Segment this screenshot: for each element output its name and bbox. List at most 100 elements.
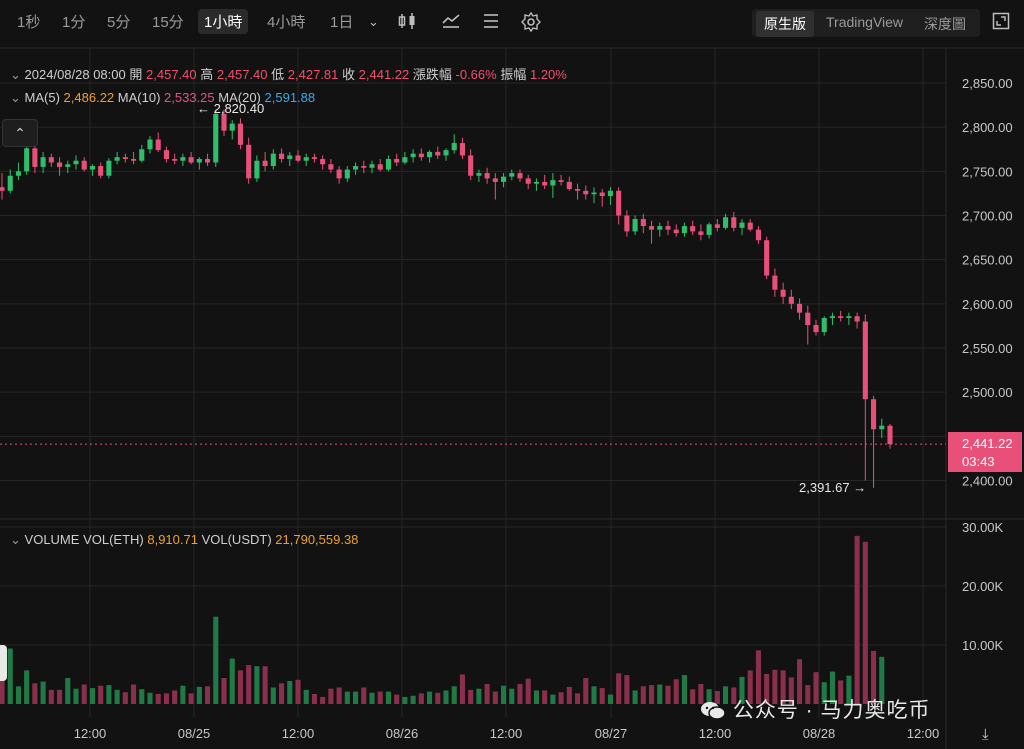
candle-body	[377, 164, 383, 170]
candle-body	[624, 215, 630, 232]
timeframe-1h[interactable]: 1小時	[198, 9, 249, 34]
vol-eth-value: 8,910.71	[147, 532, 198, 547]
volume-bar	[188, 693, 194, 704]
volume-bar	[48, 689, 54, 704]
timeframe-15m[interactable]: 15分	[152, 14, 184, 31]
volume-bar	[501, 685, 507, 704]
volume-bar	[649, 685, 655, 704]
candle-body	[451, 143, 457, 151]
chevron-down-icon[interactable]: ⌄	[368, 14, 379, 29]
collapse-chevron-icon[interactable]: ⌄	[10, 90, 21, 105]
candle-body	[698, 231, 704, 235]
candle-body	[196, 158, 202, 163]
volume-bar	[377, 691, 383, 704]
candle-body	[287, 155, 293, 159]
gear-icon[interactable]	[521, 11, 541, 37]
x-tick-label: 08/27	[595, 726, 628, 741]
candle-body	[829, 316, 835, 318]
volume-bar	[723, 686, 729, 704]
volume-bar	[279, 683, 285, 704]
volume-bar	[566, 686, 572, 704]
price-tick-label: 2,500.00	[962, 385, 1013, 400]
volume-bar	[731, 687, 737, 704]
volume-bar	[879, 656, 885, 704]
volume-bar	[40, 681, 46, 704]
wechat-icon	[700, 700, 726, 722]
volume-bar	[575, 693, 581, 704]
x-tick-label: 08/26	[386, 726, 419, 741]
volume-bar	[739, 676, 745, 704]
timeframe-1s[interactable]: 1秒	[17, 14, 41, 31]
candle-body	[780, 289, 786, 297]
candle-body	[764, 240, 770, 276]
volume-bar	[106, 685, 112, 704]
volume-bar	[163, 693, 169, 704]
ma10-value: 2,533.25	[164, 90, 215, 105]
volume-bar	[114, 689, 120, 704]
candle-body	[862, 321, 868, 400]
volume-bar	[714, 691, 720, 704]
candle-body	[476, 173, 482, 176]
candle-body	[246, 144, 252, 179]
view-depth[interactable]: 深度圖	[924, 16, 966, 32]
drawing-tools-icon[interactable]	[482, 12, 500, 35]
x-tick-label: 12:00	[74, 726, 107, 741]
view-native[interactable]: 原生版	[756, 11, 814, 37]
volume-bar	[747, 670, 753, 704]
volume-bar	[591, 686, 597, 704]
volume-bar	[846, 675, 852, 704]
view-tradingview[interactable]: TradingView	[826, 14, 904, 30]
candle-body	[813, 325, 819, 333]
collapse-chevron-icon[interactable]: ⌄	[10, 532, 21, 547]
volume-bar	[451, 686, 457, 704]
volume-bar	[196, 686, 202, 704]
scroll-to-end-icon[interactable]: ⤓	[982, 726, 989, 743]
volume-bar	[213, 616, 219, 704]
x-tick-label: 12:00	[282, 726, 315, 741]
volume-bar	[336, 687, 342, 704]
candle-body	[435, 151, 441, 156]
candle-body	[871, 399, 877, 430]
candle-body	[89, 166, 95, 170]
drag-handle[interactable]	[0, 645, 7, 681]
candle-body	[632, 219, 638, 232]
vol-eth-label: VOL(ETH)	[83, 532, 144, 547]
timeframe-1m[interactable]: 1分	[62, 14, 86, 31]
ohlc-date: 2024/08/28 08:00	[24, 67, 126, 82]
volume-bar	[361, 687, 367, 704]
volume-bar	[542, 690, 548, 704]
volume-bar	[484, 683, 490, 704]
volume-bar	[385, 691, 391, 704]
volume-info: ⌄ VOLUME VOL(ETH) 8,910.71 VOL(USDT) 21,…	[10, 532, 358, 548]
volume-bar	[558, 692, 564, 704]
x-tick-label: 08/25	[178, 726, 211, 741]
timeframe-5m[interactable]: 5分	[107, 14, 131, 31]
volume-bar	[607, 694, 613, 704]
volume-bar	[681, 675, 687, 704]
candle-body	[484, 173, 490, 179]
candle-body	[254, 160, 260, 179]
candle-body	[846, 316, 852, 318]
candle-body	[131, 158, 137, 161]
timeframe-1d[interactable]: 1日	[330, 14, 354, 31]
candle-body	[616, 190, 622, 216]
candle-body	[40, 157, 46, 167]
timeframe-4h[interactable]: 4小時	[267, 14, 306, 31]
collapse-chevron-icon[interactable]: ⌄	[10, 67, 21, 82]
collapse-button[interactable]: ⌃	[2, 119, 38, 147]
fullscreen-icon[interactable]	[992, 12, 1010, 35]
candle-body	[542, 181, 548, 186]
candle-type-icon[interactable]	[398, 12, 418, 35]
volume-bar	[690, 689, 696, 704]
volume-bar	[270, 687, 276, 704]
volume-bar	[862, 541, 868, 704]
candle-body	[229, 123, 235, 131]
candle-body	[270, 153, 276, 167]
candle-body	[443, 150, 449, 156]
candle-body	[533, 181, 539, 184]
ohlc-info: ⌄ 2024/08/28 08:00 開 2,457.40 高 2,457.40…	[10, 64, 567, 83]
volume-bar	[788, 677, 794, 704]
indicator-icon[interactable]	[441, 12, 461, 35]
candle-body	[747, 222, 753, 230]
